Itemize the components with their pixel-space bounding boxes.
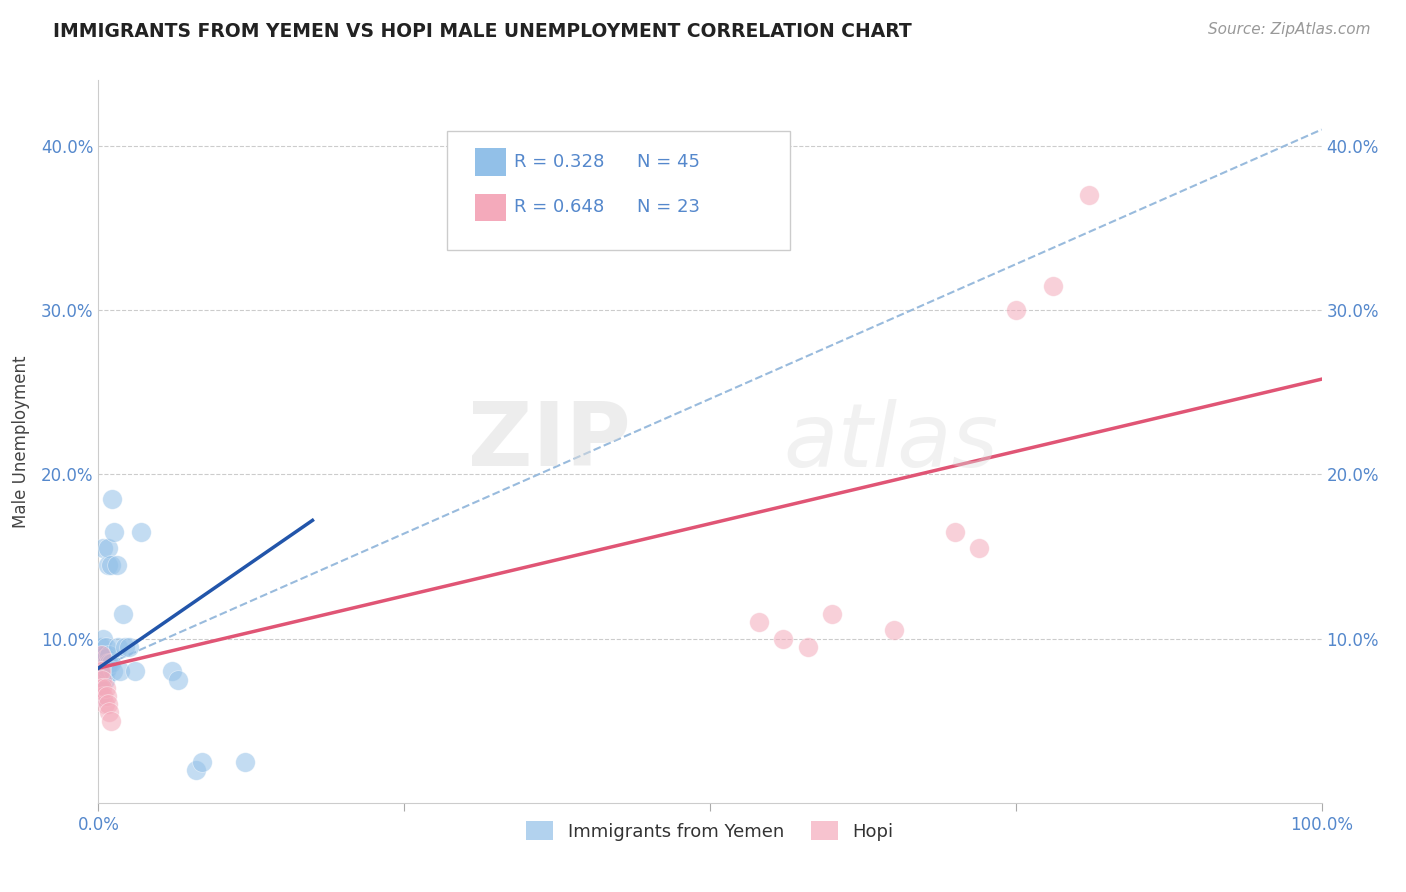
- Point: [114, 640, 136, 654]
- Point: [91, 648, 114, 662]
- Point: [160, 665, 183, 679]
- Point: [93, 698, 115, 712]
- Point: [93, 648, 115, 662]
- Point: [91, 665, 114, 679]
- Point: [91, 541, 114, 556]
- Point: [101, 491, 124, 506]
- Point: [90, 665, 112, 679]
- Point: [748, 615, 770, 630]
- Point: [90, 665, 112, 679]
- Point: [103, 524, 125, 539]
- Point: [89, 665, 111, 679]
- Text: IMMIGRANTS FROM YEMEN VS HOPI MALE UNEMPLOYMENT CORRELATION CHART: IMMIGRANTS FROM YEMEN VS HOPI MALE UNEMP…: [53, 22, 912, 41]
- Point: [90, 640, 112, 654]
- Point: [100, 714, 122, 728]
- Legend: Immigrants from Yemen, Hopi: Immigrants from Yemen, Hopi: [519, 814, 901, 848]
- Point: [91, 632, 114, 646]
- Point: [91, 648, 114, 662]
- Text: atlas: atlas: [783, 399, 998, 484]
- Point: [93, 673, 115, 687]
- Point: [96, 689, 118, 703]
- Point: [167, 673, 190, 687]
- Point: [107, 640, 129, 654]
- Point: [1042, 278, 1064, 293]
- Point: [91, 657, 114, 671]
- Point: [883, 624, 905, 638]
- Y-axis label: Male Unemployment: Male Unemployment: [11, 355, 30, 528]
- Point: [89, 673, 111, 687]
- Bar: [475, 194, 506, 221]
- Point: [90, 648, 112, 662]
- Point: [118, 640, 141, 654]
- Point: [91, 665, 114, 679]
- Point: [821, 607, 844, 621]
- Point: [89, 681, 111, 695]
- Point: [90, 673, 112, 687]
- Point: [105, 558, 128, 572]
- Point: [96, 657, 118, 671]
- Point: [94, 640, 117, 654]
- Point: [943, 524, 966, 539]
- Point: [100, 558, 122, 572]
- Point: [98, 648, 121, 662]
- Point: [191, 755, 214, 769]
- Point: [772, 632, 794, 646]
- Point: [101, 665, 124, 679]
- Point: [97, 558, 120, 572]
- Text: R = 0.648: R = 0.648: [515, 198, 605, 217]
- Point: [1004, 303, 1026, 318]
- Text: ZIP: ZIP: [468, 398, 630, 485]
- Point: [1078, 188, 1101, 202]
- Point: [89, 665, 111, 679]
- Point: [94, 665, 117, 679]
- Text: Source: ZipAtlas.com: Source: ZipAtlas.com: [1208, 22, 1371, 37]
- Point: [97, 541, 120, 556]
- Point: [186, 763, 208, 777]
- Point: [129, 524, 152, 539]
- Point: [797, 640, 820, 654]
- Point: [110, 665, 132, 679]
- Point: [94, 651, 117, 665]
- Point: [91, 681, 114, 695]
- FancyBboxPatch shape: [447, 131, 790, 250]
- Point: [967, 541, 990, 556]
- Point: [124, 665, 146, 679]
- Bar: [475, 148, 506, 176]
- Point: [98, 706, 121, 720]
- Text: N = 23: N = 23: [637, 198, 700, 217]
- Point: [100, 657, 122, 671]
- Point: [89, 681, 111, 695]
- Text: R = 0.328: R = 0.328: [515, 153, 605, 171]
- Point: [97, 698, 120, 712]
- Point: [91, 689, 114, 703]
- Point: [91, 673, 114, 687]
- Point: [96, 661, 118, 675]
- Point: [94, 681, 117, 695]
- Point: [90, 657, 112, 671]
- Point: [89, 689, 111, 703]
- Text: N = 45: N = 45: [637, 153, 700, 171]
- Point: [111, 607, 134, 621]
- Point: [98, 657, 121, 671]
- Point: [89, 648, 111, 662]
- Point: [233, 755, 256, 769]
